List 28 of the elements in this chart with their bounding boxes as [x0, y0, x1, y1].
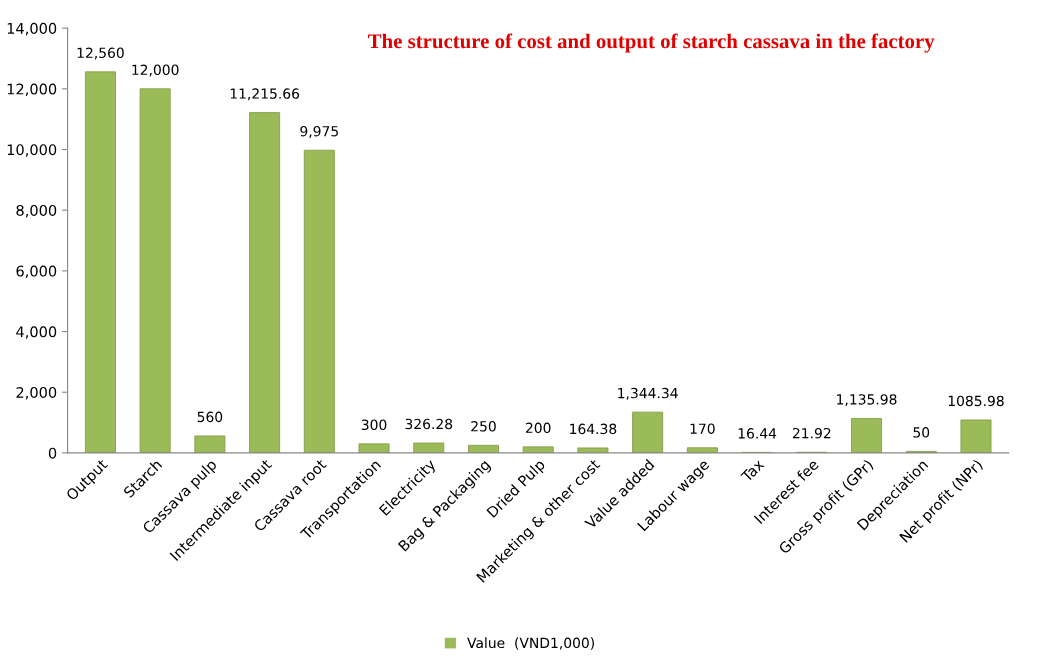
y-tick-label: 12,000	[7, 83, 57, 97]
data-label: 1085.98	[948, 395, 1004, 407]
data-label: 12,560	[77, 47, 124, 60]
data-label: 170	[690, 423, 715, 434]
chart-title: The structure of cost and output of starch cassava in the factory	[368, 33, 935, 53]
y-tick-label: 2,000	[16, 386, 57, 400]
data-label: 50	[913, 427, 930, 438]
data-label: 200	[525, 422, 551, 434]
data-label: 11,215.66	[230, 88, 300, 101]
data-label: 1,344.34	[618, 387, 678, 400]
data-label: 250	[471, 421, 496, 432]
legend-label: Value (VND1,000)	[467, 637, 594, 650]
data-label: 1,135.98	[837, 394, 897, 407]
y-tick-label: 10,000	[7, 144, 57, 157]
data-label: 326.28	[405, 418, 453, 430]
data-label: 560	[197, 411, 223, 423]
data-label: 9,975	[300, 125, 338, 138]
data-label: 16.44	[738, 428, 777, 439]
data-label: 21.92	[792, 427, 831, 439]
data-label: 300	[361, 419, 387, 431]
x-tick-label: Tax	[740, 458, 765, 483]
y-tick-label: 0	[48, 447, 57, 459]
y-tick-label: 4,000	[16, 326, 57, 339]
data-label: 12,000	[132, 64, 179, 77]
y-tick-label: 8,000	[16, 204, 57, 218]
y-tick-label: 14,000	[7, 22, 57, 36]
data-label: 164.38	[570, 423, 617, 435]
y-tick-label: 6,000	[16, 265, 57, 279]
